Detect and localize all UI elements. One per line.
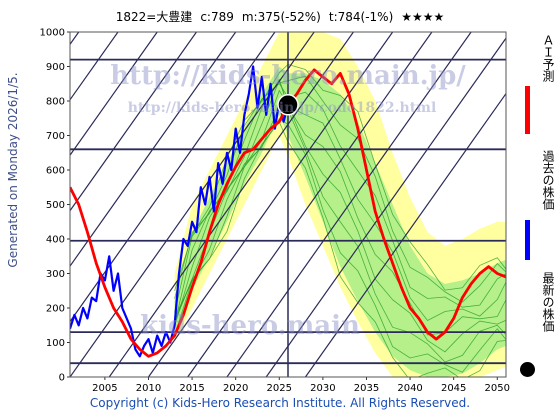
diagonal-guide (147, 32, 394, 377)
min-price: m:375(-52%) (241, 10, 321, 24)
y-tick-label: 800 (46, 97, 65, 108)
watermark-url: http://kids-hero.main.jp/ (110, 61, 466, 91)
x-tick-label: 2010 (136, 383, 161, 394)
x-tick-label: 2045 (441, 383, 466, 394)
legend-past-swatch (525, 220, 530, 260)
plot-frame (69, 31, 507, 378)
diagonal-guide (70, 32, 197, 212)
latest-price-marker (277, 94, 299, 116)
y-tick-label: 300 (46, 269, 65, 280)
x-tick-label: 2030 (310, 383, 335, 394)
y-tick-label: 200 (46, 304, 65, 315)
x-tick-label: 2035 (354, 383, 379, 394)
generated-date: Generated on Monday 2026/1/5. (6, 72, 20, 268)
watermark-footer: kids-hero.main (140, 311, 360, 341)
current-price: c:789 (200, 10, 234, 24)
chart-header: 1822=大豊建 c:789 m:375(-52%) t:784(-1%) ★★★★ (0, 8, 560, 26)
stock-code: 1822=大豊建 (115, 10, 193, 24)
y-tick-label: 100 (46, 338, 65, 349)
legend-ai-label: ＡＩ予測 (541, 34, 555, 82)
diagonal-guide (226, 32, 472, 377)
y-tick-label: 900 (46, 62, 65, 73)
y-tick-label: 1000 (40, 28, 65, 39)
legend-ai-swatch (525, 86, 530, 134)
legend-latest: 最新の株価 (520, 272, 555, 382)
watermark-code-url: http://kids-hero.main.jp/code1822.html (128, 100, 437, 116)
y-tick-label: 500 (46, 200, 65, 211)
legend-past-label: 過去の株価 (541, 150, 555, 210)
diagonal-guide (70, 32, 237, 268)
legend-past: 過去の株価 (520, 150, 555, 260)
y-tick-label: 400 (46, 235, 65, 246)
legend-latest-dot (520, 362, 535, 377)
legend-ai: ＡＩ予測 (520, 34, 555, 134)
rating-stars: ★★★★ (401, 10, 445, 24)
y-tick-label: 700 (46, 131, 65, 142)
diagonal-guide (108, 32, 354, 377)
simulation-path (174, 63, 506, 292)
diagonal-guide (265, 37, 506, 377)
x-tick-label: 2005 (92, 383, 117, 394)
x-tick-label: 2015 (179, 383, 204, 394)
y-tick-label: 0 (59, 373, 65, 384)
simulation-path (174, 118, 506, 373)
target-price: t:784(-1%) (328, 10, 394, 24)
legend-latest-label: 最新の株価 (541, 272, 555, 332)
simulation-path (174, 121, 506, 377)
x-tick-label: 2040 (397, 383, 422, 394)
x-tick-label: 2020 (223, 383, 248, 394)
past-price-line (70, 65, 290, 358)
diagonal-guide (70, 32, 119, 101)
copyright-notice: Copyright (c) Kids-Hero Research Institu… (89, 396, 471, 410)
diagonal-guide (70, 32, 158, 157)
diagonal-guide (70, 32, 315, 377)
simulation-path (174, 79, 506, 336)
simulation-path (174, 105, 506, 363)
diagonal-guide (304, 92, 506, 377)
diagonal-guide (187, 32, 433, 377)
x-tick-label: 2025 (267, 383, 292, 394)
y-tick-label: 600 (46, 166, 65, 177)
diagonal-guide (70, 32, 276, 323)
x-tick-label: 2050 (485, 383, 510, 394)
